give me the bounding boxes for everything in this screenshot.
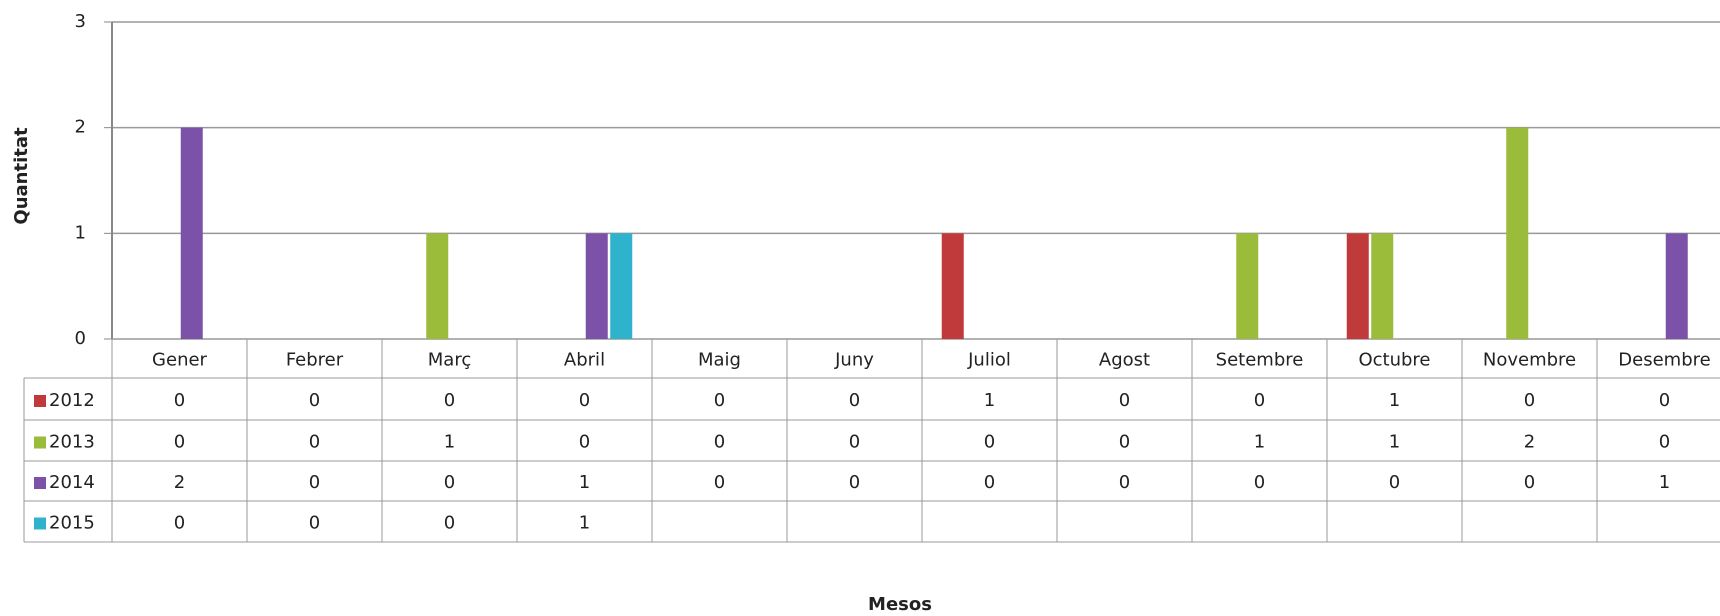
bar xyxy=(941,233,964,339)
table-value: 0 xyxy=(1119,432,1130,453)
legend-label: 2015 xyxy=(49,513,95,534)
table-value: 0 xyxy=(1119,390,1130,411)
bar xyxy=(1665,233,1688,339)
bar xyxy=(180,127,203,340)
table-value: 0 xyxy=(309,432,320,453)
table-value: 0 xyxy=(1524,390,1535,411)
legend-label: 2014 xyxy=(49,472,95,493)
table-value: 0 xyxy=(1254,390,1265,411)
table-value: 0 xyxy=(714,390,725,411)
table-value: 0 xyxy=(849,472,860,493)
table-value: 0 xyxy=(444,472,455,493)
bar xyxy=(1346,233,1369,339)
table-value: 1 xyxy=(1389,390,1400,411)
x-tick-label: Març xyxy=(428,350,471,371)
table-value: 0 xyxy=(174,513,185,534)
table-value: 0 xyxy=(444,513,455,534)
table-value: 0 xyxy=(1254,472,1265,493)
legend-key xyxy=(34,517,46,530)
bar xyxy=(426,233,449,339)
x-tick-label: Novembre xyxy=(1483,350,1576,371)
table-value: 0 xyxy=(1659,432,1670,453)
x-tick-label: Agost xyxy=(1099,350,1150,371)
table-value: 1 xyxy=(579,472,590,493)
table-value: 0 xyxy=(1389,472,1400,493)
table-value: 0 xyxy=(309,472,320,493)
table-value: 0 xyxy=(174,390,185,411)
y-tick-label: 1 xyxy=(75,222,86,243)
x-tick-label: Setembre xyxy=(1216,350,1304,371)
x-tick-label: Febrer xyxy=(286,350,344,371)
table-value: 0 xyxy=(1659,390,1670,411)
table-value: 1 xyxy=(1389,432,1400,453)
x-tick-label: Desembre xyxy=(1618,350,1710,371)
table-value: 2 xyxy=(1524,432,1535,453)
y-tick-label: 2 xyxy=(75,117,86,138)
x-axis-label: Mesos xyxy=(868,594,932,615)
bar xyxy=(1506,127,1529,340)
table-value: 0 xyxy=(984,432,995,453)
table-value: 0 xyxy=(714,472,725,493)
table-value: 1 xyxy=(1254,432,1265,453)
table-value: 0 xyxy=(309,390,320,411)
legend-label: 2013 xyxy=(49,432,95,453)
legend-key xyxy=(34,395,46,407)
table-value: 0 xyxy=(579,390,590,411)
y-tick-label: 3 xyxy=(75,11,86,32)
table-value: 1 xyxy=(444,432,455,453)
table-value: 0 xyxy=(849,432,860,453)
x-tick-label: Octubre xyxy=(1358,350,1430,371)
table-value: 0 xyxy=(174,432,185,453)
bar xyxy=(1236,233,1259,339)
legend-key xyxy=(34,436,46,449)
x-tick-label: Maig xyxy=(698,350,741,371)
table-value: 0 xyxy=(714,432,725,453)
x-tick-label: Abril xyxy=(564,350,605,371)
bar xyxy=(585,233,608,339)
table-value: 0 xyxy=(1119,472,1130,493)
x-tick-label: Gener xyxy=(152,350,208,371)
table-value: 0 xyxy=(444,390,455,411)
table-value: 0 xyxy=(309,513,320,534)
table-value: 2 xyxy=(174,472,185,493)
table-value: 0 xyxy=(849,390,860,411)
y-axis-label: Quantitat xyxy=(11,127,32,225)
x-tick-label: Juliol xyxy=(967,350,1011,371)
table-value: 1 xyxy=(984,390,995,411)
legend-label: 2012 xyxy=(49,390,95,411)
legend-key xyxy=(34,477,46,489)
table-value: 0 xyxy=(579,432,590,453)
table-value: 0 xyxy=(984,472,995,493)
bar xyxy=(1371,233,1394,339)
table-value: 0 xyxy=(1524,472,1535,493)
y-tick-label: 0 xyxy=(75,328,86,349)
x-tick-label: Juny xyxy=(834,350,874,371)
table-value: 1 xyxy=(1659,472,1670,493)
table-value: 1 xyxy=(579,513,590,534)
bar xyxy=(610,233,633,339)
